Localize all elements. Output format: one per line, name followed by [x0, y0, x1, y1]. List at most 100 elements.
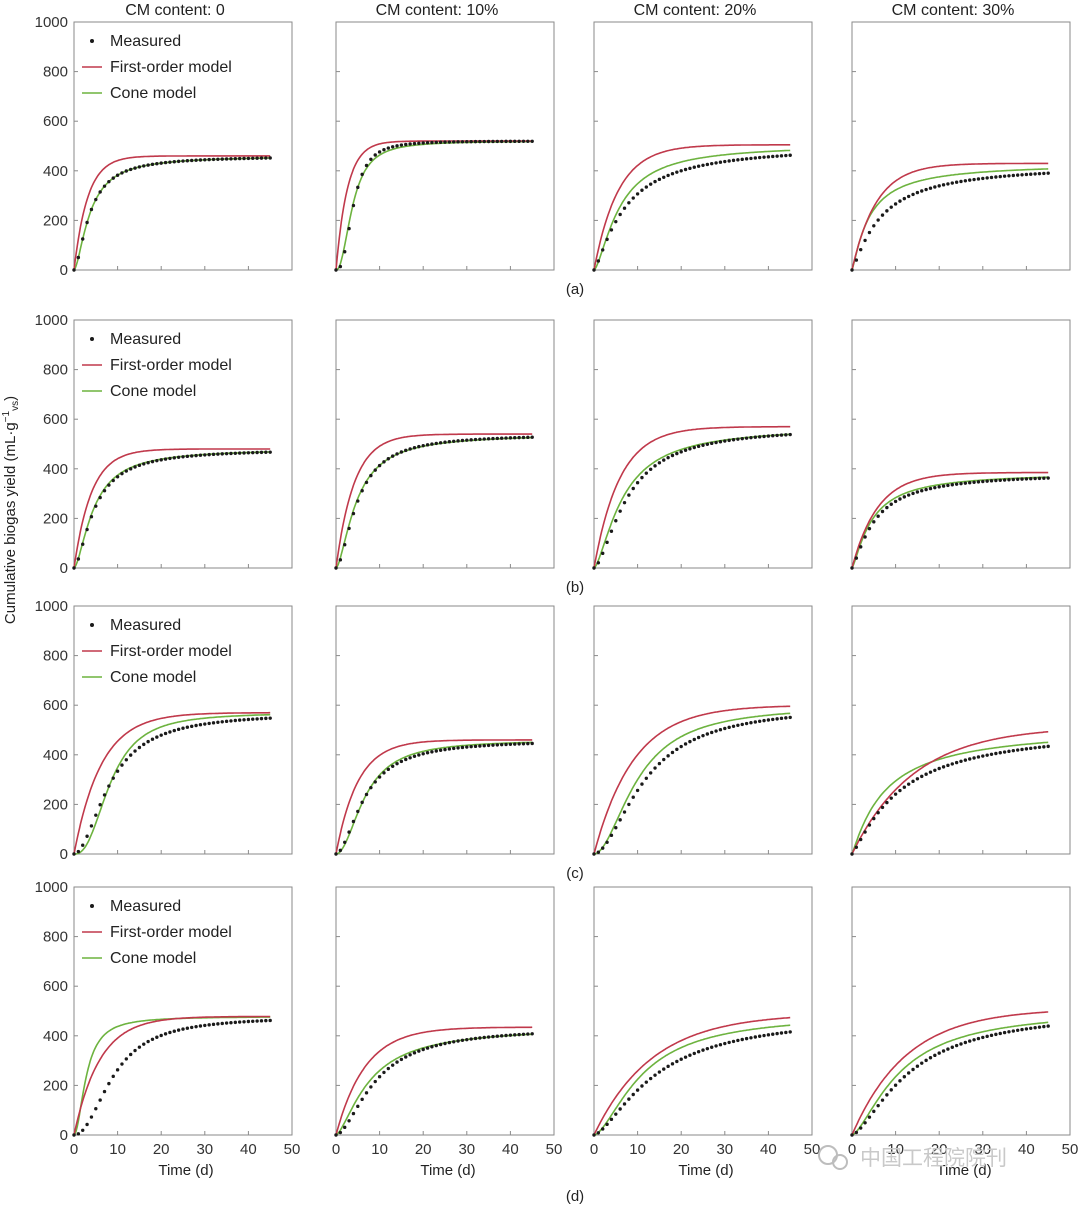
measured-point	[268, 1018, 272, 1023]
measured-point	[959, 759, 963, 764]
measured-point	[390, 1063, 395, 1067]
measured-point	[911, 192, 915, 197]
measured-point	[1046, 1024, 1050, 1028]
measured-point	[443, 440, 447, 444]
measured-point	[425, 1046, 430, 1050]
measured-point	[1042, 745, 1046, 749]
measured-point	[163, 1032, 168, 1036]
y-tick-label: 400	[43, 163, 68, 180]
measured-point	[181, 1027, 185, 1031]
measured-point	[854, 556, 859, 560]
measured-point	[701, 443, 705, 447]
measured-point	[434, 140, 438, 145]
x-tick-label: 30	[458, 1141, 475, 1158]
measured-point	[268, 716, 272, 720]
measured-point	[486, 139, 491, 144]
measured-point	[779, 1031, 784, 1035]
measured-point	[893, 499, 898, 504]
measured-point	[954, 482, 959, 486]
measured-point	[898, 788, 902, 793]
measured-point	[701, 1048, 705, 1052]
measured-point	[675, 451, 679, 456]
measured-point	[89, 515, 94, 519]
y-tick-label: 200	[43, 510, 68, 527]
measured-point	[434, 1043, 438, 1048]
panel-d-2: 0 10 20 30 40 50 Time (d)	[332, 886, 562, 1179]
measured-point	[994, 175, 998, 179]
measured-point	[946, 1047, 950, 1051]
y-tick-label: 400	[43, 461, 68, 478]
measured-point	[911, 779, 915, 784]
measured-point	[508, 139, 513, 144]
measured-point	[744, 157, 749, 161]
measured-point	[740, 1037, 744, 1042]
measured-point	[915, 190, 920, 195]
measured-point	[753, 1035, 758, 1039]
measured-point	[120, 763, 124, 767]
cone-model-line	[851, 1021, 1049, 1136]
measured-point	[530, 1032, 534, 1036]
measured-point	[670, 453, 675, 458]
measured-point	[486, 743, 491, 748]
measured-point	[438, 140, 443, 144]
measured-point	[670, 172, 675, 176]
measured-point	[264, 450, 268, 454]
measured-point	[530, 139, 534, 143]
measured-point	[705, 732, 710, 736]
measured-point	[76, 849, 81, 854]
measured-point	[452, 439, 456, 443]
measured-point	[959, 179, 963, 184]
first-order-model-line	[593, 705, 791, 855]
measured-point	[989, 175, 994, 180]
panel-d-4: 0 10 20 30 40 50 Time (d)	[848, 886, 1078, 1179]
measured-point	[876, 1103, 880, 1108]
column-title: CM content: 20%	[634, 2, 757, 19]
measured-point	[111, 776, 115, 780]
measured-point	[491, 743, 495, 747]
measured-point	[648, 1076, 653, 1081]
measured-point	[142, 742, 146, 747]
measured-point	[85, 1122, 89, 1127]
measured-point	[1020, 173, 1024, 177]
measured-point	[784, 153, 788, 158]
cone-model-line	[335, 436, 533, 569]
x-tick-label: 40	[760, 1141, 777, 1158]
measured-point	[334, 852, 338, 856]
measured-point	[902, 785, 907, 789]
measured-point	[963, 1040, 968, 1045]
legend: Measured First-order model Cone model	[82, 331, 232, 400]
legend: Measured First-order model Cone model	[82, 33, 232, 102]
cone-model-line	[73, 451, 271, 569]
measured-point	[452, 140, 456, 144]
measured-point	[950, 762, 954, 766]
measured-point	[347, 1119, 351, 1123]
measured-point	[1042, 476, 1046, 480]
measured-point	[592, 1133, 596, 1137]
measured-point	[137, 463, 142, 468]
measured-point	[1007, 749, 1011, 754]
measured-point	[526, 741, 530, 746]
measured-point	[779, 154, 784, 158]
measured-point	[710, 161, 714, 166]
measured-point	[640, 188, 644, 192]
measured-point	[731, 438, 736, 442]
measured-point	[460, 1038, 465, 1042]
measured-point	[465, 745, 469, 749]
measured-point	[718, 440, 723, 444]
measured-point	[946, 763, 950, 768]
measured-point	[596, 259, 601, 263]
measured-point	[338, 848, 343, 853]
y-tick-label: 800	[43, 648, 68, 665]
measured-point	[526, 139, 530, 143]
measured-point	[989, 479, 994, 483]
measured-point	[447, 747, 452, 751]
measured-point	[950, 1045, 954, 1049]
measured-point	[657, 1070, 662, 1074]
x-tick-label: 30	[716, 1141, 733, 1158]
measured-point	[443, 140, 447, 144]
measured-point	[941, 183, 946, 187]
measured-point	[89, 824, 94, 828]
measured-point	[421, 752, 425, 756]
measured-point	[994, 478, 998, 483]
measured-point	[989, 752, 994, 756]
